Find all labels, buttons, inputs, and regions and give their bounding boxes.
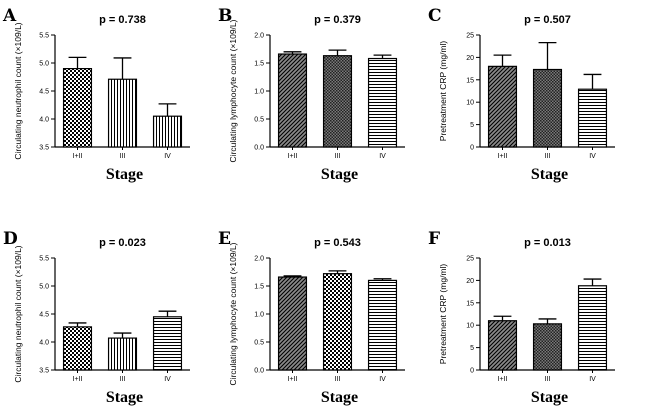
p-value-title: p = 0.023 <box>99 237 146 249</box>
x-axis-label: Stage <box>531 166 568 183</box>
y-tick-label: 5.0 <box>39 61 49 68</box>
y-tick-label: 0.5 <box>254 117 264 124</box>
y-tick-label: 3.5 <box>39 145 49 152</box>
y-tick-label: 4.0 <box>39 117 49 124</box>
x-tick-label: IV <box>379 153 386 160</box>
y-tick-label: 10 <box>466 323 474 330</box>
y-tick-label: 4.5 <box>39 89 49 96</box>
x-tick-label: I+II <box>498 153 508 160</box>
x-tick-label: IV <box>589 376 596 383</box>
x-tick-label: IV <box>379 376 386 383</box>
bar-i-ii <box>487 320 518 371</box>
y-tick-label: 25 <box>466 33 474 40</box>
bar-iv <box>152 316 183 371</box>
x-tick-label: III <box>335 153 341 160</box>
y-tick-label: 20 <box>466 55 474 62</box>
p-value-title: p = 0.013 <box>524 237 571 249</box>
bar-i-ii <box>487 65 518 148</box>
bar-i-ii <box>62 67 93 148</box>
bar-i-ii <box>277 276 308 371</box>
panel-letter: F <box>428 229 440 249</box>
y-tick-label: 1.5 <box>254 61 264 68</box>
y-tick-label: 2.0 <box>254 256 264 263</box>
y-axis-label: Circulating lymphocyte count (×109/L) <box>228 19 238 162</box>
bar-iii <box>532 68 563 148</box>
x-tick-label: III <box>545 376 551 383</box>
x-tick-label: I+II <box>288 153 298 160</box>
y-tick-label: 0.0 <box>254 368 264 375</box>
p-value-title: p = 0.543 <box>314 237 361 249</box>
y-tick-label: 5.5 <box>39 256 49 263</box>
x-tick-label: IV <box>589 153 596 160</box>
y-tick-label: 15 <box>466 300 474 307</box>
x-axis-label: Stage <box>321 166 358 183</box>
y-tick-label: 4.0 <box>39 340 49 347</box>
bar-iv <box>367 279 398 371</box>
x-tick-label: III <box>120 376 126 383</box>
y-axis-label: Circulating lymphocyte count (×109/L) <box>228 242 238 385</box>
y-axis-label: Circulating neutrophil count (×109/L) <box>13 22 23 159</box>
bar-iii <box>322 55 353 148</box>
panel-letter: C <box>428 6 442 26</box>
bar-iii <box>532 323 563 371</box>
y-tick-label: 0 <box>470 368 474 375</box>
y-tick-label: 5 <box>470 122 474 129</box>
bar-iii <box>322 273 353 371</box>
bar-iii <box>107 78 138 148</box>
bar-iv <box>577 285 608 371</box>
bar-iii <box>107 337 138 371</box>
y-tick-label: 4.5 <box>39 312 49 319</box>
bar-iv <box>152 115 183 148</box>
panel-letter: D <box>3 229 18 249</box>
y-tick-label: 1.0 <box>254 312 264 319</box>
p-value-title: p = 0.738 <box>99 14 146 26</box>
x-tick-label: I+II <box>288 376 298 383</box>
y-tick-label: 20 <box>466 278 474 285</box>
x-tick-label: I+II <box>73 153 83 160</box>
y-tick-label: 2.0 <box>254 33 264 40</box>
x-tick-label: III <box>335 376 341 383</box>
y-tick-label: 0.0 <box>254 145 264 152</box>
x-axis-label: Stage <box>106 166 143 183</box>
y-tick-label: 3.5 <box>39 368 49 375</box>
bar-iv <box>577 88 608 148</box>
y-tick-label: 15 <box>466 77 474 84</box>
y-tick-label: 5.5 <box>39 33 49 40</box>
y-axis-label: Circulating neutrophil count (×109/L) <box>13 245 23 382</box>
x-tick-label: I+II <box>498 376 508 383</box>
y-tick-label: 0.5 <box>254 340 264 347</box>
y-tick-label: 5.0 <box>39 284 49 291</box>
y-tick-label: 1.0 <box>254 89 264 96</box>
bar-i-ii <box>62 326 93 371</box>
x-tick-label: III <box>120 153 126 160</box>
bar-iv <box>367 57 398 148</box>
x-tick-label: IV <box>164 153 171 160</box>
x-axis-label: Stage <box>106 389 143 406</box>
p-value-title: p = 0.507 <box>524 14 571 26</box>
y-tick-label: 1.5 <box>254 284 264 291</box>
y-axis-label: Pretreatment CRP (mg/ml) <box>438 41 448 142</box>
x-tick-label: III <box>545 153 551 160</box>
y-axis-label: Pretreatment CRP (mg/ml) <box>438 264 448 365</box>
y-tick-label: 25 <box>466 256 474 263</box>
p-value-title: p = 0.379 <box>314 14 361 26</box>
x-axis-label: Stage <box>531 389 568 406</box>
x-tick-label: IV <box>164 376 171 383</box>
y-tick-label: 10 <box>466 100 474 107</box>
panel-letter: B <box>218 6 232 26</box>
bar-i-ii <box>277 53 308 148</box>
panel-letter: A <box>2 6 17 26</box>
x-tick-label: I+II <box>73 376 83 383</box>
x-axis-label: Stage <box>321 389 358 406</box>
y-tick-label: 0 <box>470 145 474 152</box>
panel-letter: E <box>218 229 231 249</box>
y-tick-label: 5 <box>470 345 474 352</box>
